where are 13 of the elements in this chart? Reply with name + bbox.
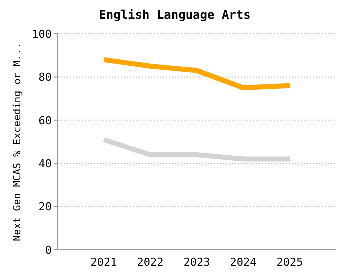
x-tick-label: 2023 [184, 256, 210, 269]
x-tick-label: 2022 [137, 256, 164, 269]
y-tick-label: 100 [32, 28, 52, 41]
y-tick-label: 20 [38, 200, 52, 214]
x-tick-label: 2021 [90, 256, 118, 269]
y-axis-title: Next Gen MCAS % Exceeding or M... [12, 42, 24, 242]
x-tick-label: 2025 [276, 256, 304, 269]
chart-title: English Language Arts [98, 8, 252, 24]
x-tick-label: 2024 [230, 256, 258, 269]
y-tick-label: 0 [45, 244, 52, 257]
y-tick-label: 60 [38, 114, 52, 128]
y-tick-label: 80 [38, 71, 52, 84]
y-tick-label: 40 [38, 158, 52, 171]
